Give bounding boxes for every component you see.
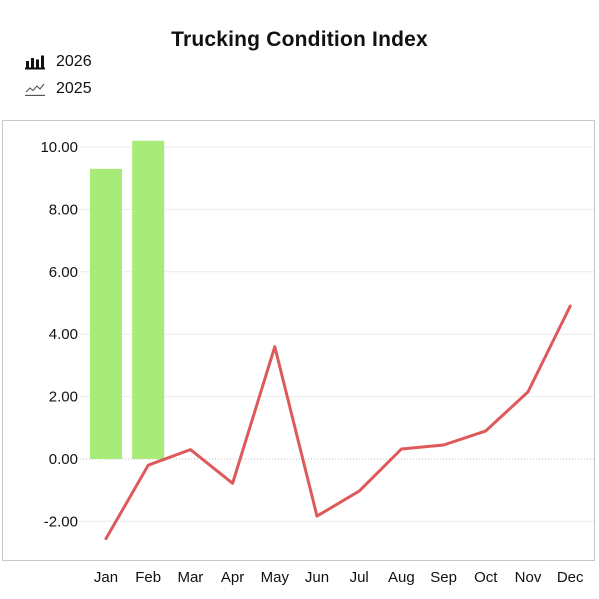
line-point-jan[interactable] [104,537,108,541]
line-point-feb[interactable] [146,463,150,467]
y-tick-label: 8.00 [49,201,78,218]
line-point-mar[interactable] [188,448,192,452]
bar-jan[interactable] [90,169,122,459]
y-tick-label: -2.00 [44,513,78,530]
line-point-dec[interactable] [568,304,572,308]
x-tick-label: Dec [557,569,584,586]
line-point-may[interactable] [273,345,277,349]
line-point-aug[interactable] [399,447,403,451]
x-tick-label: Jan [94,569,118,586]
x-tick-label: Feb [135,569,161,586]
line-point-nov[interactable] [526,390,530,394]
x-tick-label: Oct [474,569,498,586]
y-tick-label: 4.00 [49,326,78,343]
line-point-sep[interactable] [442,443,446,447]
line-point-jun[interactable] [315,514,319,518]
x-tick-label: Jun [305,569,329,586]
x-tick-label: Aug [388,569,415,586]
line-point-apr[interactable] [231,481,235,485]
x-tick-label: Sep [430,569,457,586]
line-point-oct[interactable] [484,429,488,433]
bar-feb[interactable] [132,141,164,459]
x-axis-ticks: Jan Feb Mar Apr May Jun Jul Aug Sep Oct Nov Dec [94,569,584,586]
x-tick-label: Apr [221,569,244,586]
x-tick-label: Mar [177,569,203,586]
x-tick-label: Jul [350,569,369,586]
y-tick-label: 6.00 [49,264,78,281]
line-path-2025[interactable] [106,306,570,538]
x-tick-label: May [261,569,290,586]
y-tick-label: 0.00 [49,451,78,468]
line-series-2025 [104,304,572,540]
y-axis-ticks: 10.00 8.00 6.00 4.00 2.00 0.00 -2.00 [40,139,78,530]
bar-series-2026 [90,141,164,459]
y-tick-label: 10.00 [40,139,78,156]
y-tick-label: 2.00 [49,389,78,406]
x-tick-label: Nov [515,569,542,586]
line-point-jul[interactable] [357,489,361,493]
